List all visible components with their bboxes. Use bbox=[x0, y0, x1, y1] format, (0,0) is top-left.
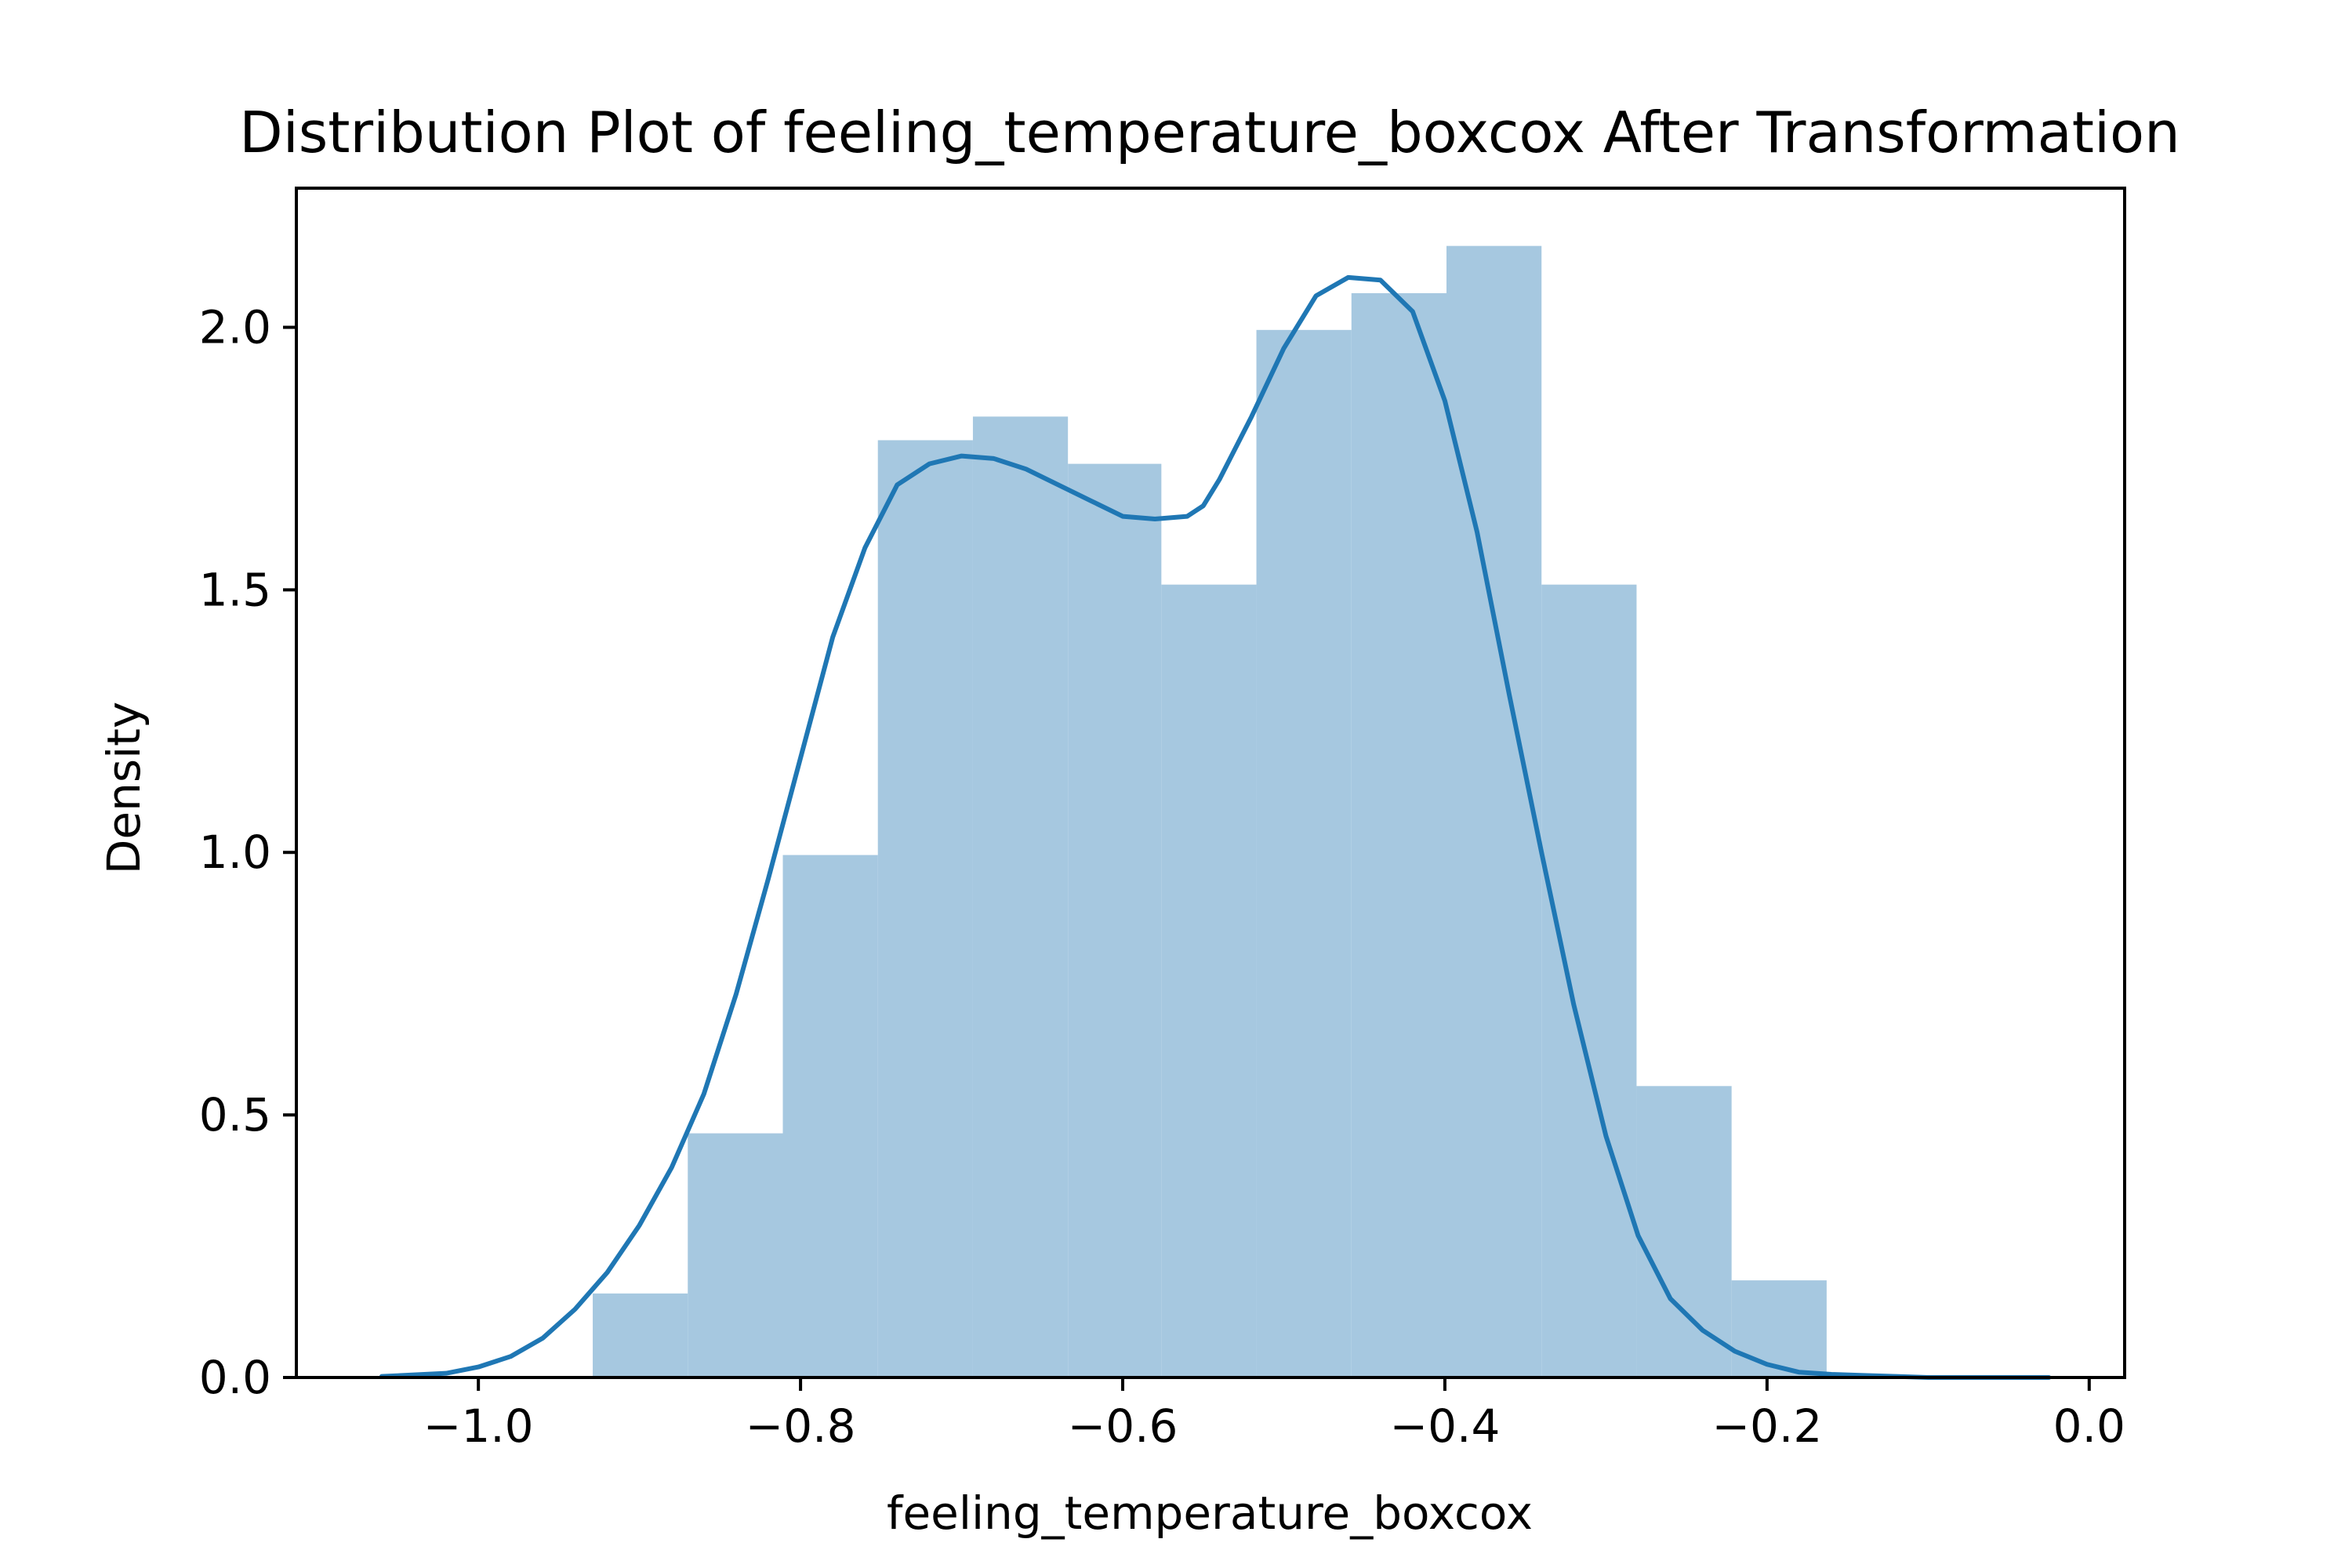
x-tick-label-4: −0.4 bbox=[1390, 1399, 1501, 1453]
x-tick-label-5: −0.2 bbox=[1711, 1399, 1822, 1453]
x-tick-label-6: 0.0 bbox=[2053, 1399, 2125, 1453]
histogram-bar-2 bbox=[688, 1133, 783, 1377]
axes-frame bbox=[295, 187, 2126, 1379]
histogram-bars bbox=[593, 245, 1827, 1378]
histogram-bar-6 bbox=[1068, 463, 1162, 1377]
y-tick-label-5: 2.0 bbox=[199, 300, 271, 354]
histogram-bar-12 bbox=[1636, 1086, 1732, 1377]
y-axis-ticks: 0.0 0.5 1.0 1.5 2.0 bbox=[199, 300, 296, 1404]
chart-title: Distribution Plot of feeling_temperature… bbox=[239, 100, 2180, 165]
x-tick-label-2: −0.8 bbox=[746, 1399, 856, 1453]
y-tick-label-4: 1.5 bbox=[199, 563, 271, 616]
x-axis-label: feeling_temperature_boxcox bbox=[887, 1486, 1533, 1540]
kde-curve bbox=[379, 274, 2052, 1380]
histogram-bar-5 bbox=[972, 416, 1069, 1377]
plot-area bbox=[295, 187, 2126, 1380]
x-axis-ticks: −1.0 −0.8 −0.6 −0.4 −0.2 0.0 bbox=[423, 1377, 2125, 1453]
histogram-bar-10 bbox=[1446, 245, 1542, 1377]
histogram-bar-3 bbox=[782, 855, 878, 1377]
y-tick-label-1: 0.0 bbox=[199, 1351, 271, 1404]
x-tick-label-3: −0.6 bbox=[1068, 1399, 1178, 1453]
histogram-bar-1 bbox=[593, 1293, 688, 1377]
histogram-bar-4 bbox=[877, 440, 973, 1378]
y-axis-label: Density bbox=[97, 702, 151, 875]
x-tick-label-1: −1.0 bbox=[423, 1399, 534, 1453]
histogram-bar-11 bbox=[1541, 584, 1637, 1377]
histogram-bar-13 bbox=[1731, 1280, 1827, 1377]
y-tick-label-2: 0.5 bbox=[199, 1088, 271, 1142]
histogram-bar-7 bbox=[1161, 584, 1257, 1377]
y-tick-label-3: 1.0 bbox=[199, 826, 271, 879]
histogram-bar-8 bbox=[1256, 329, 1352, 1377]
histogram-bar-9 bbox=[1351, 292, 1447, 1378]
